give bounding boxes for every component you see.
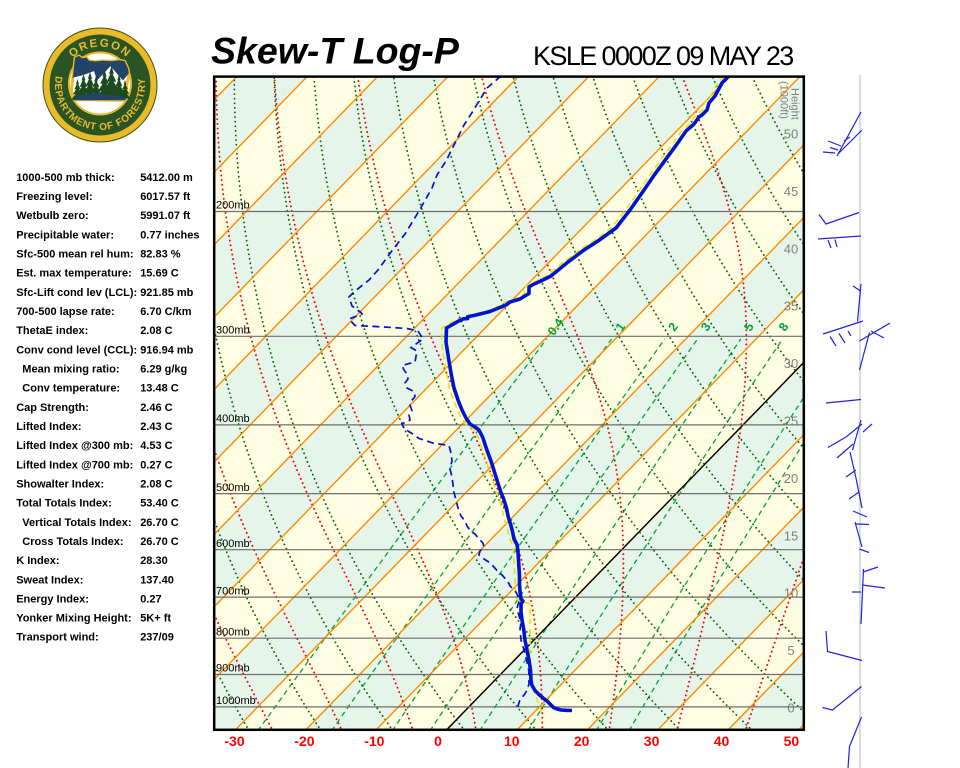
svg-text:Height: Height	[789, 88, 801, 120]
svg-text:Conv temperature:: Conv temperature:	[22, 383, 120, 395]
svg-text:5K+ ft: 5K+ ft	[140, 613, 171, 625]
svg-text:0.77 inches: 0.77 inches	[140, 229, 199, 241]
svg-text:137.40: 137.40	[140, 574, 174, 586]
svg-text:10: 10	[504, 733, 520, 749]
svg-text:Sweat Index:: Sweat Index:	[16, 574, 83, 586]
svg-text:800mb: 800mb	[216, 626, 250, 638]
svg-text:921.85 mb: 921.85 mb	[140, 287, 193, 299]
svg-text:Lifted Index @300 mb:: Lifted Index @300 mb:	[16, 440, 133, 452]
svg-text:15.69 C: 15.69 C	[140, 268, 179, 280]
svg-text:1000mb: 1000mb	[216, 695, 256, 707]
svg-text:1000-500 mb thick:: 1000-500 mb thick:	[16, 172, 114, 184]
svg-text:26.70 C: 26.70 C	[140, 536, 179, 548]
svg-text:700mb: 700mb	[216, 585, 250, 597]
svg-text:ThetaE index:: ThetaE index:	[16, 325, 88, 337]
svg-text:6.29 g/kg: 6.29 g/kg	[140, 364, 187, 376]
svg-text:2.43 C: 2.43 C	[140, 421, 172, 433]
svg-text:-20: -20	[294, 733, 314, 749]
svg-text:50: 50	[784, 127, 798, 142]
svg-text:(1000ft): (1000ft)	[778, 81, 790, 119]
svg-text:28.30: 28.30	[140, 555, 168, 567]
svg-text:45: 45	[784, 184, 798, 199]
svg-text:10: 10	[784, 586, 798, 601]
svg-text:25: 25	[784, 414, 798, 429]
svg-text:30: 30	[644, 733, 660, 749]
svg-text:400mb: 400mb	[216, 413, 250, 425]
svg-text:6.70 C/km: 6.70 C/km	[140, 306, 192, 318]
svg-text:Energy Index:: Energy Index:	[16, 593, 89, 605]
svg-text:30: 30	[784, 356, 798, 371]
svg-text:2.46 C: 2.46 C	[140, 402, 172, 414]
svg-text:600mb: 600mb	[216, 538, 250, 550]
svg-text:50: 50	[784, 733, 800, 749]
svg-text:40: 40	[714, 733, 730, 749]
svg-text:Lifted Index @700 mb:: Lifted Index @700 mb:	[16, 459, 133, 471]
svg-text:Transport wind:: Transport wind:	[16, 632, 99, 644]
svg-text:15: 15	[784, 528, 798, 543]
svg-text:Yonker Mixing Height:: Yonker Mixing Height:	[16, 613, 131, 625]
svg-text:20: 20	[574, 733, 590, 749]
svg-text:200mb: 200mb	[216, 200, 250, 212]
svg-text:0: 0	[787, 701, 794, 716]
svg-text:Freezing level:: Freezing level:	[16, 191, 92, 203]
svg-text:0: 0	[434, 733, 442, 749]
svg-text:Cross Totals Index:: Cross Totals Index:	[22, 536, 123, 548]
svg-text:Lifted Index:: Lifted Index:	[16, 421, 81, 433]
svg-text:53.40 C: 53.40 C	[140, 498, 179, 510]
svg-text:35: 35	[784, 299, 798, 314]
svg-text:Sfc-500 mean rel hum:: Sfc-500 mean rel hum:	[16, 249, 133, 261]
svg-text:Wetbulb zero:: Wetbulb zero:	[16, 210, 89, 222]
svg-text:Vertical Totals Index:: Vertical Totals Index:	[22, 517, 131, 529]
svg-text:6017.57 ft: 6017.57 ft	[140, 191, 190, 203]
svg-text:Sfc-Lift cond lev (LCL):: Sfc-Lift cond lev (LCL):	[16, 287, 137, 299]
svg-text:Cap Strength:: Cap Strength:	[16, 402, 89, 414]
svg-text:900mb: 900mb	[216, 663, 250, 675]
svg-text:13.48 C: 13.48 C	[140, 383, 179, 395]
svg-text:-10: -10	[364, 733, 384, 749]
svg-text:82.83 %: 82.83 %	[140, 249, 181, 261]
svg-text:5: 5	[787, 643, 794, 658]
svg-text:Precipitable water:: Precipitable water:	[16, 229, 114, 241]
svg-text:700-500 lapse rate:: 700-500 lapse rate:	[16, 306, 114, 318]
svg-text:Mean mixing ratio:: Mean mixing ratio:	[22, 364, 119, 376]
svg-text:500mb: 500mb	[216, 482, 250, 494]
svg-text:2.08 C: 2.08 C	[140, 325, 172, 337]
svg-text:K Index:: K Index:	[16, 555, 59, 567]
svg-text:0.27: 0.27	[140, 593, 161, 605]
svg-text:2.08 C: 2.08 C	[140, 479, 172, 491]
svg-text:KSLE 0000Z 09 MAY 23: KSLE 0000Z 09 MAY 23	[533, 41, 793, 71]
svg-text:Total Totals Index:: Total Totals Index:	[16, 498, 112, 510]
svg-text:237/09: 237/09	[140, 632, 174, 644]
svg-text:5991.07 ft: 5991.07 ft	[140, 210, 190, 222]
svg-text:300mb: 300mb	[216, 325, 250, 337]
svg-text:Showalter Index:: Showalter Index:	[16, 479, 104, 491]
svg-text:Conv cond level (CCL):: Conv cond level (CCL):	[16, 344, 137, 356]
svg-text:-30: -30	[224, 733, 244, 749]
svg-text:40: 40	[784, 241, 798, 256]
svg-text:0.27 C: 0.27 C	[140, 459, 172, 471]
svg-text:5412.00 m: 5412.00 m	[140, 172, 193, 184]
svg-text:Skew-T Log-P: Skew-T Log-P	[211, 30, 460, 72]
svg-text:916.94 mb: 916.94 mb	[140, 344, 193, 356]
svg-text:26.70 C: 26.70 C	[140, 517, 179, 529]
svg-text:4.53 C: 4.53 C	[140, 440, 172, 452]
svg-text:Est. max temperature:: Est. max temperature:	[16, 268, 132, 280]
svg-text:20: 20	[784, 471, 798, 486]
